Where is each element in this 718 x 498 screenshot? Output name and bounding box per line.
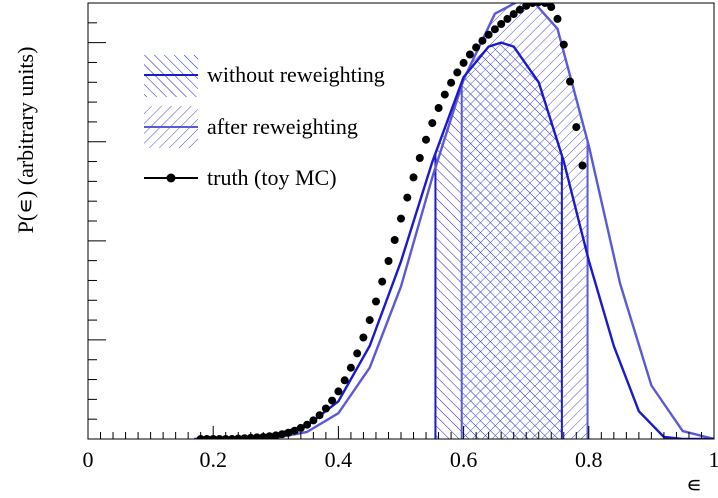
truth-point [384, 257, 393, 265]
x-tick-label: 0.6 [450, 447, 478, 472]
x-tick-label: 1 [709, 447, 718, 472]
truth-point [428, 119, 437, 128]
truth-point [346, 363, 355, 372]
legend: without reweighting after reweighting tr… [144, 55, 385, 190]
truth-point [390, 236, 399, 244]
truth-point [309, 416, 318, 425]
truth-point [547, 3, 556, 11]
truth-point [447, 78, 456, 87]
truth-point [303, 420, 312, 429]
legend-label-without-reweighting: without reweighting [207, 62, 385, 87]
legend-marker-truth [166, 173, 176, 183]
truth-point [478, 36, 487, 45]
truth-point [503, 14, 512, 23]
truth-point [490, 25, 499, 34]
truth-point [509, 10, 518, 19]
truth-point [315, 411, 324, 420]
x-tick-label: 0.8 [575, 447, 603, 472]
truth-point [228, 435, 236, 439]
truth-point [553, 14, 562, 23]
truth-point [465, 50, 474, 59]
truth-point [515, 5, 524, 14]
truth-point [528, 3, 537, 7]
truth-point [559, 40, 568, 49]
truth-point [215, 435, 224, 439]
truth-point [472, 43, 481, 52]
truth-point [359, 333, 368, 342]
truth-point [534, 3, 543, 7]
truth-point [240, 434, 249, 439]
x-axis-ticks: 0 0.2 0.4 0.6 0.8 1 [83, 426, 718, 472]
truth-point [434, 104, 443, 112]
truth-point [541, 3, 549, 7]
truth-point [321, 404, 330, 413]
truth-point [296, 423, 305, 432]
truth-point [365, 316, 374, 325]
truth-point [422, 135, 430, 144]
truth-point [409, 173, 418, 182]
truth-point [334, 387, 343, 396]
truth-point [265, 432, 274, 439]
truth-point [340, 376, 349, 385]
truth-point [202, 435, 211, 439]
truth-point [353, 349, 362, 358]
y-axis-ticks [88, 2, 106, 420]
truth-point [253, 433, 261, 439]
truth-point [328, 396, 337, 405]
truth-point [415, 154, 424, 162]
y-axis-label: P(∊) (arbitrary units) [13, 47, 38, 234]
x-tick-label: 0.4 [325, 447, 353, 472]
truth-point [378, 277, 387, 286]
truth-point [459, 58, 468, 67]
legend-label-truth: truth (toy MC) [207, 165, 337, 190]
truth-point [278, 430, 287, 439]
truth-point [484, 30, 493, 39]
truth-point [578, 161, 587, 170]
truth-point [372, 297, 380, 306]
x-tick-label: 0.2 [199, 447, 227, 472]
truth-point [397, 214, 405, 223]
bands-layer [434, 3, 589, 439]
truth-point [403, 193, 412, 202]
truth-point [290, 426, 299, 435]
truth-point [522, 3, 531, 10]
legend-label-after-reweighting: after reweighting [207, 114, 358, 139]
x-axis-label: ∊ [686, 472, 702, 497]
truth-point [440, 90, 449, 99]
band-fill-1 [461, 3, 588, 439]
truth-point [572, 123, 581, 132]
truth-point [497, 20, 506, 28]
x-tick-label: 0 [83, 447, 94, 472]
truth-point [453, 68, 462, 77]
truth-point [566, 77, 574, 86]
